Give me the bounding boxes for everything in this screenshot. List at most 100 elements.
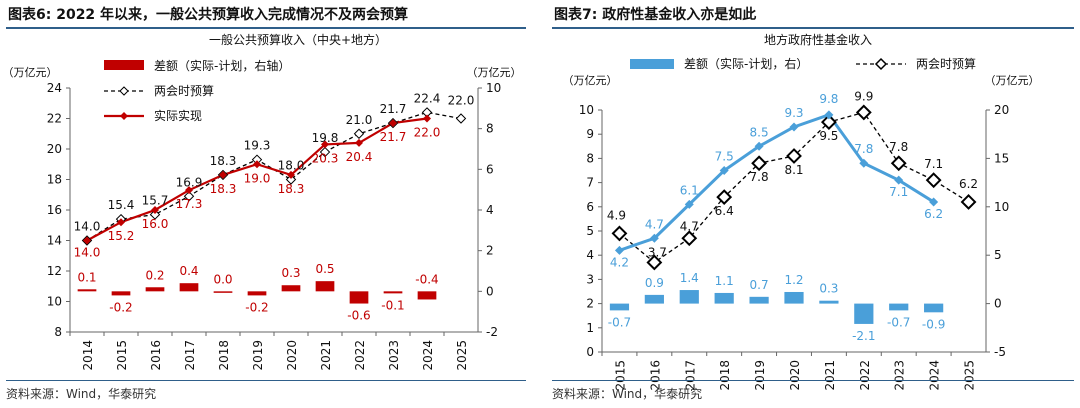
budget-marker [149,209,161,220]
heading-rule [6,27,526,29]
diff-label: 0.3 [819,282,838,296]
actual-marker [719,166,729,175]
x-tick-label: 2015 [613,360,627,391]
x-tick-label: 2020 [285,340,299,371]
budget-value-label: 16.9 [176,175,203,189]
budget-value-label: 9.9 [854,89,873,103]
x-tick-label: 2024 [928,360,942,391]
budget-marker [646,254,663,271]
footer-rule [6,380,526,381]
left-tick-label: 10 [47,295,62,309]
budget-value-label: 4.7 [680,219,699,233]
left-tick-label: 4 [586,248,594,262]
x-tick-label: 2018 [718,360,732,391]
left-tick-label: 22 [47,112,62,126]
diff-bar [349,291,369,304]
x-tick-label: 2019 [251,340,265,371]
actual-value-label: 14.0 [74,246,101,260]
actual-marker [389,119,397,128]
x-tick-label: 2021 [319,340,333,371]
x-tick-label: 2019 [753,360,767,391]
diff-label: 0.9 [645,276,664,290]
actual-value-label: 4.2 [610,255,629,269]
actual-value-label: 9.8 [819,92,838,106]
diff-label: -0.6 [347,309,370,323]
budget-value-label: 7.8 [750,170,769,184]
x-tick-label: 2021 [823,360,837,391]
actual-marker [754,141,764,151]
right-tick-label: 6 [486,162,494,176]
budget-marker [960,194,977,210]
budget-value-label: 22.4 [414,91,441,105]
budget-value-label: 21.7 [380,102,407,116]
chart-svg-left: 一般公共预算收入（中央+地方）81012141618202224-2024681… [3,32,522,371]
x-tick-label: 2017 [183,340,197,371]
left-tick-label: 2 [586,297,594,311]
x-tick-label: 2022 [353,340,367,371]
budget-marker [353,128,365,139]
budget-marker [855,104,872,121]
left-tick-label: 1 [586,321,594,335]
budget-marker [611,225,628,242]
left-tick-label: 12 [47,264,62,278]
right-tick-label: 0 [994,297,1002,311]
legend-label-budget: 两会时预算 [916,56,976,71]
diff-bar [924,303,944,313]
budget-value-label: 18.3 [210,154,237,168]
legend-swatch-diff [630,59,674,69]
actual-marker [894,175,904,185]
diff-bar [145,287,165,292]
diff-label: 0.3 [281,266,300,280]
actual-marker [117,218,125,227]
actual-value-label: 20.3 [312,151,339,165]
budget-value-label: 3.7 [648,245,667,259]
budget-value-label: 6.4 [715,204,734,218]
right-tick-label: 5 [994,248,1002,262]
budget-marker [681,230,698,247]
diff-label: -0.4 [415,272,438,286]
diff-label: 1.1 [715,274,734,288]
footer-rule [552,380,1074,381]
actual-marker [287,170,295,179]
left-tick-label: 7 [586,176,594,190]
diff-bar [644,294,664,304]
budget-value-label: 8.1 [784,163,803,177]
x-tick-label: 2018 [217,340,231,371]
actual-marker [824,110,834,120]
budget-value-label: 18.0 [278,159,305,173]
source-note: 资料来源：Wind，华泰研究 [552,387,703,401]
budget-value-label: 22.0 [448,94,475,108]
left-tick-label: 24 [47,81,62,95]
actual-value-label: 18.3 [278,182,305,196]
actual-marker [649,233,659,243]
diff-bar [315,281,335,292]
diff-label: 0.2 [145,268,164,282]
chart-svg-right: 地方政府性基金收入 0 1 2 3 4 5 6 7 8 9 10 -5 0 5 10 15 20 （万亿元） （万亿元… [563,32,1040,391]
left-tick-label: 8 [586,151,594,165]
actual-value-label: 4.7 [645,217,664,231]
diff-bar [111,291,131,296]
budget-marker [455,113,467,124]
x-tick-label: 2015 [115,340,129,371]
legend-label-actual: 实际实现 [154,108,202,123]
right-tick-label: -2 [486,325,498,339]
left-tick-label: 10 [579,103,594,117]
actual-value-label: 7.5 [715,150,734,164]
budget-marker [716,189,733,206]
budget-marker [890,155,907,172]
diff-label: 1.4 [680,271,699,285]
chart-panel-left: 图表6: 2022 年以来，一般公共预算收入完成情况不及两会预算 一般公共预算收… [0,0,532,406]
figure-heading: 图表6: 2022 年以来，一般公共预算收入完成情况不及两会预算 [8,7,409,23]
budget-marker [925,172,942,189]
legend-label-budget: 两会时预算 [154,83,214,98]
diff-bar [281,285,301,292]
diff-label: -0.9 [922,317,945,331]
left-tick-label: 0 [586,345,594,359]
right-tick-label: 10 [486,81,501,95]
budget-marker [183,191,195,202]
actual-value-label: 17.3 [176,197,203,211]
diff-label: -0.2 [245,300,268,314]
right-axis-unit: （万亿元） [467,66,522,79]
legend-swatch-diff [104,60,144,70]
actual-marker [321,140,329,149]
